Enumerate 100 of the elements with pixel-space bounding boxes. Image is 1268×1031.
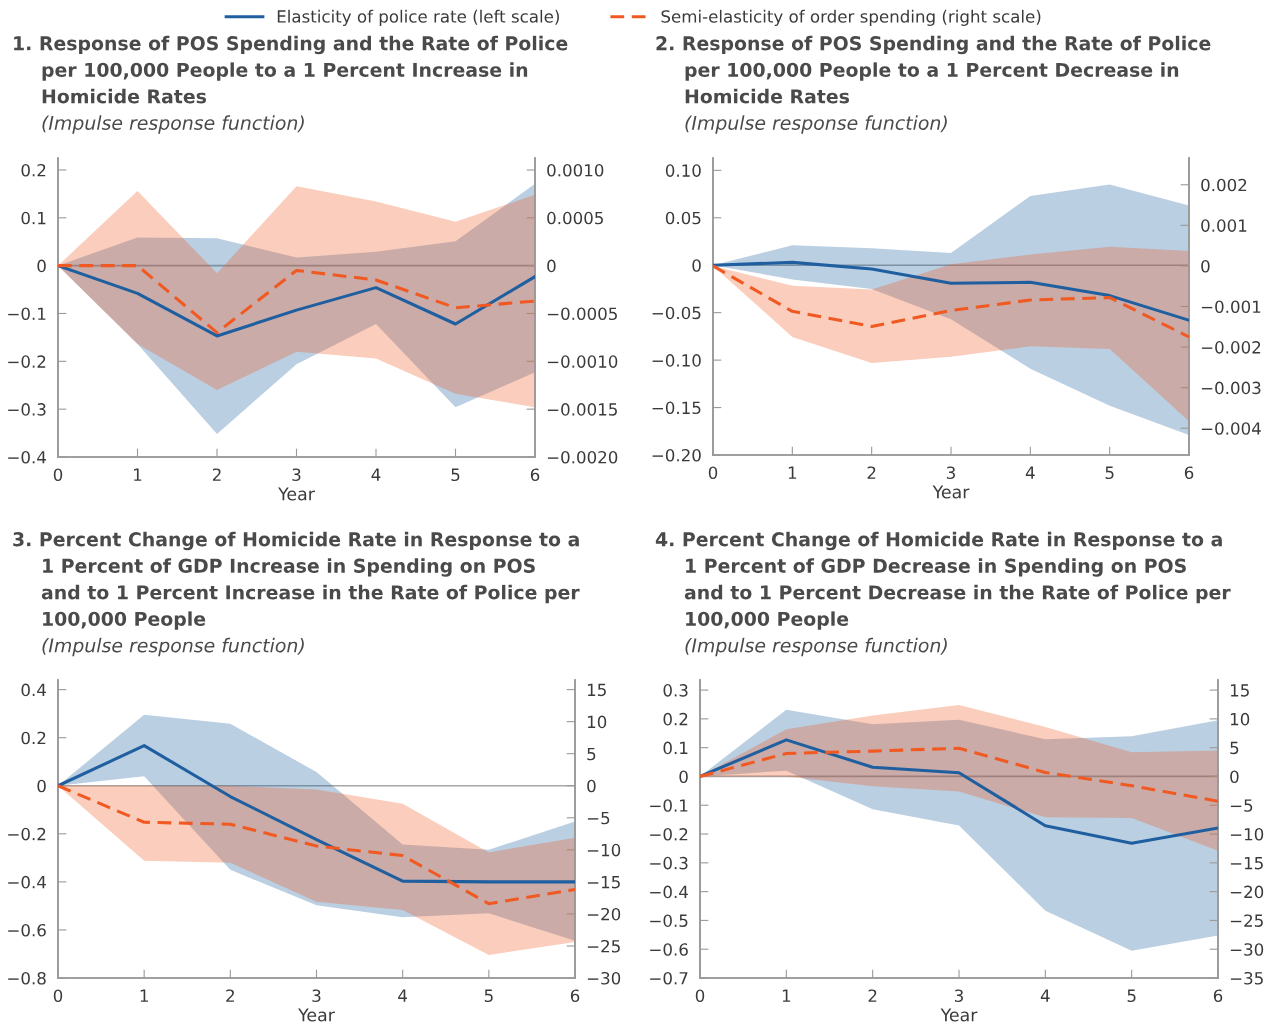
x-axis-title: Year [298, 1008, 335, 1022]
y2-tick-label: 0.0010 [547, 163, 604, 177]
chart-title: 2. Response of POS Spending and the Rate of Police per 100,000 People to a 1 Percent Decrease in Homicide Rates [656, 35, 1211, 104]
y2-tick-label: −0.0005 [547, 307, 617, 321]
y2-tick-label: −30 [1230, 943, 1264, 956]
x-tick-label: 1 [140, 989, 148, 1002]
y2-tick-label: −5 [587, 811, 610, 825]
x-tick-label: 2 [868, 989, 877, 1002]
y2-tick-label: 0 [547, 259, 556, 273]
y-tick-label: −0.8 [8, 971, 46, 985]
y2-tick-label: −15 [587, 876, 620, 889]
y2-tick-label: −0.0015 [547, 403, 617, 416]
y2-tick-label: 10 [587, 715, 607, 729]
y-tick-label: 0.2 [663, 712, 688, 726]
y2-tick-label: −10 [587, 843, 621, 857]
x-tick-label: 2 [212, 468, 221, 481]
y2-tick-label: −20 [1230, 885, 1264, 899]
x-tick-label: 5 [1105, 466, 1114, 480]
x-tick-label: 2 [867, 466, 876, 479]
y-tick-label: 0 [692, 259, 701, 272]
y-tick-label: 0.2 [21, 731, 46, 745]
x-axis-title: Year [278, 487, 315, 501]
x-tick-label: 0 [53, 468, 63, 482]
line-series [713, 264, 1189, 339]
x-tick-label: 6 [570, 989, 580, 1003]
x-tick-label: 6 [1184, 466, 1194, 480]
x-tick-label: 4 [1025, 466, 1035, 479]
y-tick-label: −0.2 [650, 828, 688, 841]
y-tick-label: −0.05 [652, 306, 701, 320]
x-tick-label: 4 [371, 468, 381, 481]
y-tick-label: 0.2 [21, 163, 46, 177]
x-tick-label: 5 [1127, 989, 1136, 1003]
line-series [700, 746, 1218, 803]
y2-tick-label: −0.002 [1201, 341, 1261, 354]
x-axis-title: Year [932, 485, 970, 499]
y2-tick-label: −10 [1230, 828, 1264, 841]
y2-tick-label: −0.004 [1201, 422, 1261, 435]
line-series [58, 784, 575, 906]
y-tick-label: −0.4 [650, 885, 688, 899]
legend-label: Semi-elasticity of order spending (right scale) [661, 9, 1041, 26]
y-tick-label: 0.4 [21, 683, 46, 697]
y2-tick-label: −15 [1230, 857, 1263, 870]
y-tick-label: 0.10 [665, 164, 701, 177]
line-series [700, 738, 1218, 845]
y2-tick-label: 0.0005 [547, 211, 603, 225]
y-tick-label: 0.1 [21, 211, 46, 225]
y2-tick-label: −35 [1230, 971, 1263, 985]
y2-tick-label: −0.0020 [547, 450, 618, 464]
line-series [713, 260, 1189, 322]
y-tick-label: −0.6 [650, 943, 688, 956]
x-tick-label: 5 [484, 989, 493, 1003]
y-tick-label: 0 [679, 770, 688, 784]
x-tick-label: 5 [451, 468, 460, 482]
line-series [58, 744, 575, 884]
chart-subtitle: (Impulse response function) [42, 115, 304, 134]
y-tick-label: 0.05 [665, 211, 701, 225]
y2-tick-label: −25 [587, 939, 620, 953]
y2-tick-label: 0 [587, 779, 596, 793]
y2-tick-label: 10 [1230, 712, 1250, 726]
x-tick-label: 4 [398, 989, 408, 1002]
y-tick-label: 0.3 [663, 684, 688, 697]
y-tick-label: −0.20 [652, 448, 701, 462]
y-tick-label: −0.7 [650, 971, 688, 985]
chart-title: 1. Response of POS Spending and the Rate of Police per 100,000 People to a 1 Percent Increase in Homicide Rates [14, 35, 568, 104]
y-tick-label: 0 [37, 259, 46, 273]
y-tick-label: −0.10 [652, 354, 701, 367]
y-tick-label: 0 [37, 779, 46, 793]
x-axis-title: Year [940, 1008, 978, 1022]
y2-tick-label: −0.003 [1201, 381, 1261, 395]
x-tick-label: 3 [312, 989, 321, 1003]
x-tick-label: 6 [530, 468, 540, 482]
y-tick-label: −0.6 [8, 923, 46, 937]
y2-tick-label: 0.001 [1201, 219, 1247, 232]
y2-tick-label: 5 [587, 747, 596, 761]
y-tick-label: −0.4 [8, 875, 46, 889]
y2-tick-label: 15 [587, 683, 606, 697]
chart-title: 3. Percent Change of Homicide Rate in Response to a 1 Percent of GDP Increase in Spending on POS and to 1 Percent Increase in the Rate of Police per 100,000 People [13, 531, 580, 630]
y-tick-label: −0.3 [650, 856, 688, 870]
y2-tick-label: −0.001 [1201, 300, 1261, 314]
x-tick-label: 4 [1040, 989, 1050, 1002]
x-tick-label: 0 [708, 466, 718, 480]
y2-tick-label: −20 [587, 907, 621, 921]
y-tick-label: −0.2 [8, 355, 46, 368]
y-tick-label: −0.5 [650, 914, 688, 927]
x-tick-label: 0 [53, 989, 63, 1003]
y-tick-label: −0.2 [8, 827, 46, 841]
x-tick-label: 1 [134, 468, 142, 481]
y-tick-label: −0.1 [8, 307, 46, 321]
x-tick-label: 3 [946, 466, 955, 480]
y2-tick-label: 0.002 [1201, 178, 1247, 192]
y2-tick-label: −0.0010 [547, 355, 618, 368]
chart-title: 4. Percent Change of Homicide Rate in Response to a 1 Percent of GDP Decrease in Spending on POS and to 1 Percent Decrease in the Rate of Police per 100,000 People [655, 531, 1231, 630]
y-tick-label: −0.15 [652, 401, 701, 415]
y2-tick-label: −5 [1230, 799, 1253, 812]
y2-tick-label: −25 [1230, 914, 1263, 927]
x-tick-label: 1 [782, 989, 791, 1002]
y-tick-label: −0.3 [8, 403, 46, 416]
y2-tick-label: 0 [1201, 259, 1210, 273]
chart-subtitle: (Impulse response function) [42, 637, 304, 657]
y-tick-label: −0.1 [650, 799, 688, 812]
